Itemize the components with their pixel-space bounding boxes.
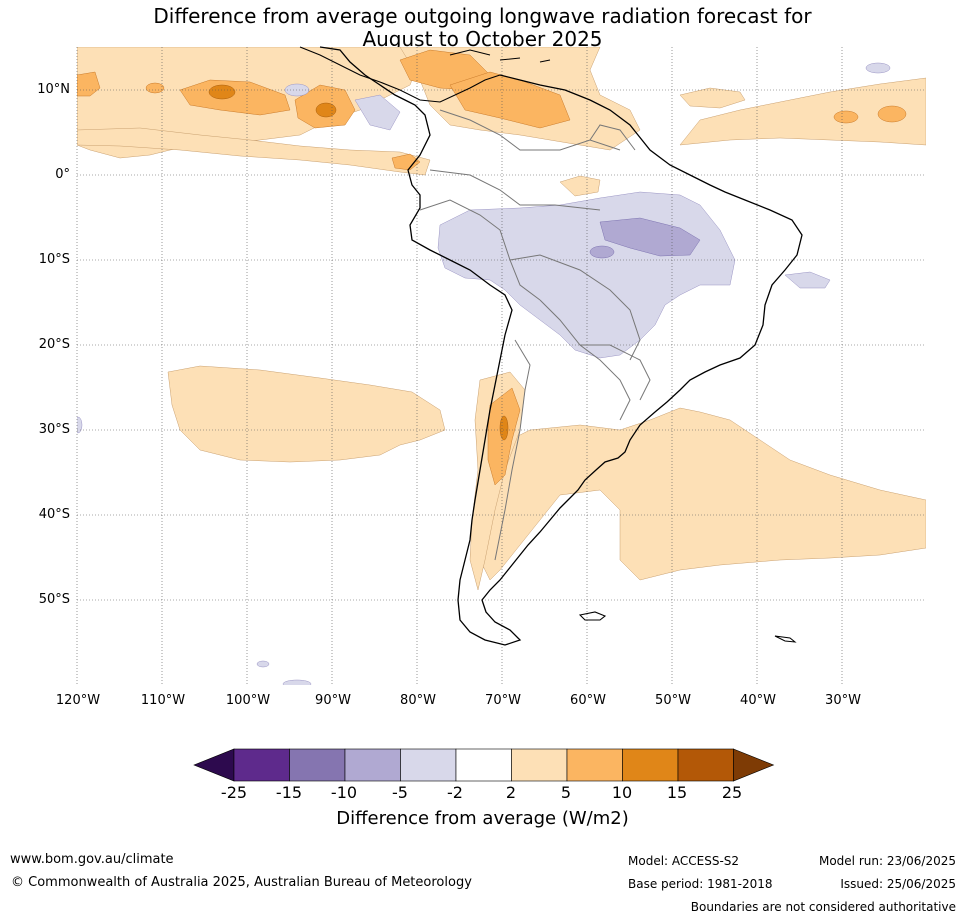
colorbar-segment: [400, 748, 457, 782]
lon-label-40w: 40°W: [740, 693, 776, 708]
colorbar-tick-label: -25: [220, 783, 248, 802]
positive-anomaly-amazon-north: [559, 175, 601, 197]
lon-label-90w: 90°W: [315, 693, 351, 708]
positive-anomaly-core-1: [179, 79, 291, 116]
colorbar-tick-label: -10: [330, 783, 358, 802]
graticule: [76, 47, 926, 685]
positive-anomaly-south-atlantic: [479, 407, 926, 581]
base-period: Base period: 1981-2018: [628, 877, 773, 891]
lon-label-120w: 120°W: [55, 693, 101, 708]
lat-label-10n: 10°N: [37, 82, 70, 97]
south-america-coastline: [319, 46, 803, 646]
website-link[interactable]: www.bom.gov.au/climate: [10, 852, 174, 867]
lon-label-70w: 70°W: [485, 693, 521, 708]
lon-label-100w: 100°W: [225, 693, 271, 708]
model-run-date: Model run: 23/06/2025: [818, 854, 956, 868]
negative-anomaly-northeast-brazil: [784, 271, 831, 289]
country-borders: [419, 109, 651, 561]
positive-anomaly-strong-1: [208, 84, 236, 100]
positive-anomaly-core-5: [77, 71, 101, 97]
model-name: Model: ACCESS-S2: [628, 854, 740, 868]
positive-anomaly-core-7: [833, 110, 859, 124]
positive-anomaly-core-9: [145, 82, 165, 94]
falklands-coastline: [578, 611, 607, 621]
positive-anomaly-south-pacific: [167, 365, 446, 463]
colorbar-segment: [233, 748, 290, 782]
positive-anomaly-strong-2: [315, 102, 337, 118]
positive-anomaly-core-8: [877, 105, 907, 123]
colorbar-extend-low: [193, 748, 235, 782]
lat-label-20s: 20°S: [38, 337, 70, 352]
colorbar-tick-label: -2: [447, 783, 463, 802]
lat-label-0: 0°: [55, 167, 70, 182]
colorbar-tick-label: 15: [666, 783, 688, 802]
lat-label-10s: 10°S: [38, 252, 70, 267]
anomaly-contours: [77, 47, 926, 685]
colorbar-segment: [455, 748, 512, 782]
lon-label-80w: 80°W: [400, 693, 436, 708]
colorbar-segment: [566, 748, 623, 782]
negative-anomaly-west: [77, 416, 83, 434]
colorbar-segment: [344, 748, 401, 782]
colorbar-title: Difference from average (W/m2): [336, 808, 629, 829]
colorbar-tick-label: 5: [560, 783, 572, 802]
lat-label-30s: 30°S: [38, 422, 70, 437]
colorbar-segment: [511, 748, 568, 782]
colorbar-segments: [193, 748, 775, 782]
positive-anomaly-atlantic-north: [679, 77, 926, 146]
colorbar-segment: [289, 748, 346, 782]
negative-anomaly-amazon-core: [599, 217, 701, 257]
colorbar-tick-label: 10: [611, 783, 633, 802]
issued-date: Issued: 25/06/2025: [840, 877, 956, 891]
lon-label-50w: 50°W: [655, 693, 691, 708]
negative-anomaly-south-2: [256, 660, 270, 668]
negative-anomaly-amazon-core-2: [589, 245, 615, 259]
colorbar-segment: [622, 748, 679, 782]
lon-label-60w: 60°W: [570, 693, 606, 708]
negative-anomaly-pacific-north: [354, 94, 401, 131]
colorbar-tick-label: -15: [275, 783, 303, 802]
colorbar-tick-label: -5: [392, 783, 408, 802]
negative-anomaly-atlantic-north: [865, 62, 891, 74]
map-title-line-2: August to October 2025: [362, 27, 603, 51]
lat-label-40s: 40°S: [38, 507, 70, 522]
positive-anomaly-caribbean-east: [679, 87, 746, 109]
negative-anomaly-south-1: [282, 679, 312, 685]
boundary-disclaimer: Boundaries are not considered authoritat…: [690, 900, 956, 914]
map-title-line-1: Difference from average outgoing longwav…: [153, 4, 812, 28]
lat-label-50s: 50°S: [38, 592, 70, 607]
colorbar-extend-high: [733, 748, 775, 782]
colorbar-tick-label: 25: [721, 783, 743, 802]
colorbar-segment: [677, 748, 734, 782]
colorbar-tick-label: 2: [505, 783, 517, 802]
copyright-notice: © Commonwealth of Australia 2025, Austra…: [11, 875, 472, 890]
positive-anomaly-core-4: [449, 71, 571, 129]
central-america-coastline: [299, 46, 501, 103]
south-georgia-coastline: [774, 635, 797, 643]
caribbean-islands: [449, 49, 551, 63]
lon-label-30w: 30°W: [825, 693, 861, 708]
positive-anomaly-core-6: [391, 153, 421, 171]
lon-label-110w: 110°W: [140, 693, 186, 708]
